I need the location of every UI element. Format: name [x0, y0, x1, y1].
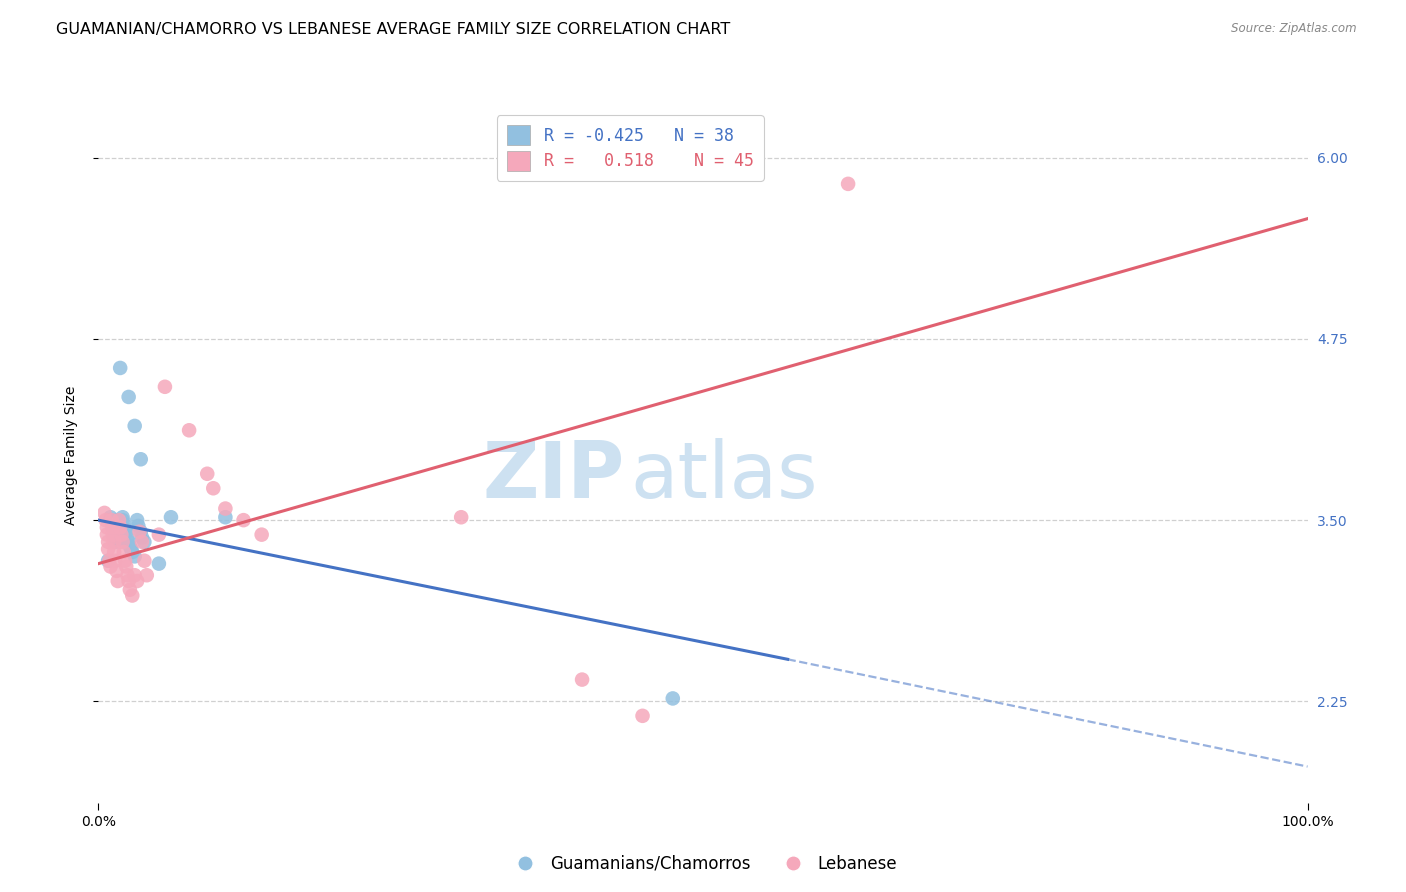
Point	[108, 513, 131, 527]
Point	[110, 534, 132, 549]
Point	[107, 574, 129, 588]
Point	[104, 554, 127, 568]
Point	[214, 501, 236, 516]
Point	[101, 520, 124, 534]
Point	[232, 513, 254, 527]
Point	[108, 524, 131, 539]
Point	[117, 531, 139, 545]
Point	[127, 513, 149, 527]
Point	[118, 390, 141, 404]
Point	[118, 574, 141, 588]
Point	[115, 524, 138, 539]
Text: atlas: atlas	[630, 438, 818, 514]
Point	[97, 554, 120, 568]
Point	[134, 554, 156, 568]
Point	[110, 527, 132, 541]
Point	[195, 467, 218, 481]
Point	[100, 559, 122, 574]
Point	[127, 574, 149, 588]
Point	[96, 527, 118, 541]
Point	[97, 534, 120, 549]
Legend: Guamanians/Chamorros, Lebanese: Guamanians/Chamorros, Lebanese	[502, 848, 904, 880]
Point	[108, 531, 131, 545]
Legend: R = -0.425   N = 38, R =   0.518    N = 45: R = -0.425 N = 38, R = 0.518 N = 45	[498, 115, 763, 180]
Point	[128, 524, 150, 539]
Point	[101, 520, 124, 534]
Point	[153, 380, 176, 394]
Point	[148, 527, 170, 541]
Point	[103, 534, 125, 549]
Point	[104, 534, 127, 549]
Text: GUAMANIAN/CHAMORRO VS LEBANESE AVERAGE FAMILY SIZE CORRELATION CHART: GUAMANIAN/CHAMORRO VS LEBANESE AVERAGE F…	[56, 22, 731, 37]
Point	[214, 510, 236, 524]
Point	[124, 549, 146, 564]
Point	[118, 539, 141, 553]
Point	[100, 513, 122, 527]
Point	[111, 534, 134, 549]
Point	[160, 510, 183, 524]
Point	[131, 534, 153, 549]
Point	[571, 673, 593, 687]
Point	[202, 481, 225, 495]
Point	[115, 559, 138, 574]
Point	[105, 513, 128, 527]
Point	[101, 527, 124, 541]
Point	[179, 423, 201, 437]
Point	[118, 582, 141, 597]
Point	[103, 531, 125, 545]
Point	[101, 516, 124, 530]
Point	[112, 517, 135, 532]
Point	[121, 589, 143, 603]
Point	[662, 691, 685, 706]
Point	[148, 557, 170, 571]
Point	[108, 361, 131, 376]
Y-axis label: Average Family Size: Average Family Size	[63, 385, 77, 524]
Point	[105, 564, 128, 578]
Point	[96, 520, 118, 534]
Point	[124, 418, 146, 433]
Point	[98, 554, 121, 568]
Point	[124, 568, 146, 582]
Point	[111, 513, 134, 527]
Point	[450, 510, 472, 524]
Point	[112, 545, 135, 559]
Text: ZIP: ZIP	[482, 438, 624, 514]
Point	[103, 545, 125, 559]
Point	[135, 568, 157, 582]
Point	[631, 708, 654, 723]
Point	[114, 554, 136, 568]
Point	[100, 510, 122, 524]
Point	[127, 519, 149, 533]
Point	[250, 527, 273, 541]
Point	[108, 520, 131, 534]
Point	[103, 524, 125, 539]
Point	[100, 513, 122, 527]
Point	[111, 510, 134, 524]
Point	[97, 542, 120, 557]
Point	[121, 545, 143, 559]
Point	[129, 524, 152, 539]
Point	[131, 531, 153, 545]
Point	[114, 522, 136, 536]
Point	[120, 542, 142, 557]
Point	[107, 516, 129, 530]
Text: Source: ZipAtlas.com: Source: ZipAtlas.com	[1232, 22, 1357, 36]
Point	[837, 177, 859, 191]
Point	[108, 520, 131, 534]
Point	[93, 506, 115, 520]
Point	[118, 534, 141, 549]
Point	[129, 452, 152, 467]
Point	[117, 568, 139, 582]
Point	[134, 534, 156, 549]
Point	[94, 513, 117, 527]
